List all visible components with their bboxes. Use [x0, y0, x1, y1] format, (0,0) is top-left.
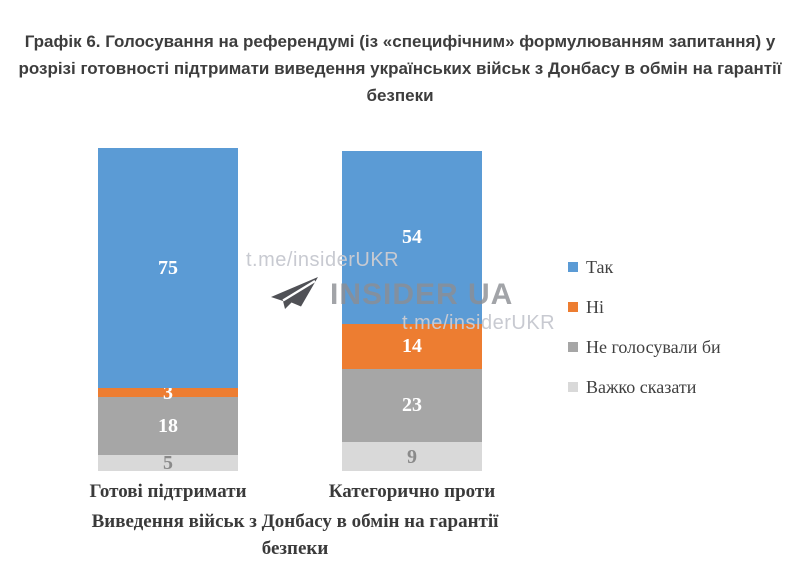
bar-segment-2-4: 9 — [342, 442, 482, 471]
chart-title-line-1: Графік 6. Голосування на референдумі (із… — [24, 32, 776, 51]
x-axis-title-line-2: безпеки — [261, 538, 329, 559]
segment-value-label: 3 — [163, 381, 173, 404]
segment-value-label: 23 — [402, 394, 422, 417]
bar-segment-2-3: 23 — [342, 368, 482, 443]
telegram-plane-icon — [271, 277, 318, 309]
legend-item-2: Ні — [568, 287, 721, 327]
legend-swatch-icon — [568, 382, 578, 392]
bar-segment-1-2: 3 — [98, 383, 238, 403]
category-label-1: Готові підтримати — [89, 481, 247, 502]
segment-value-label: 75 — [158, 256, 178, 279]
chart-title: Графік 6. Голосування на референдумі (із… — [10, 28, 790, 109]
segment-value-label: 9 — [407, 445, 417, 468]
legend-item-3: Не голосували би — [568, 327, 721, 367]
legend-swatch-icon — [568, 302, 578, 312]
legend-label: Не голосували би — [586, 336, 721, 357]
legend-label: Важко сказати — [586, 376, 697, 397]
segment-value-label: 18 — [158, 415, 178, 438]
legend-label: Так — [586, 256, 614, 277]
bar-segment-1-1: 75 — [98, 147, 238, 388]
bar-segment-1-4: 5 — [98, 452, 238, 474]
bar-segment-1-3: 18 — [98, 397, 238, 455]
legend-swatch-icon — [568, 342, 578, 352]
x-axis-title-line-1: Виведення військ з Донбасу в обмін на га… — [91, 511, 499, 532]
legend-item-1: Так — [568, 247, 721, 287]
x-axis-title: Виведення військ з Донбасу в обмін на га… — [55, 508, 535, 562]
bar-segment-2-2: 14 — [342, 323, 482, 369]
segment-value-label: 5 — [163, 452, 173, 474]
legend-swatch-icon — [568, 262, 578, 272]
bar-segment-2-1: 54 — [342, 151, 482, 324]
legend-item-4: Важко сказати — [568, 367, 721, 407]
legend: Так Ні Не голосували би Важко сказати — [568, 247, 721, 407]
category-label-2: Категорично проти — [328, 481, 496, 502]
segment-value-label: 14 — [402, 335, 422, 358]
chart-title-line-2: розрізі готовності підтримати виведення … — [18, 59, 782, 78]
chart-title-line-3: безпеки — [366, 86, 434, 105]
legend-label: Ні — [586, 296, 604, 317]
segment-value-label: 54 — [402, 226, 422, 249]
